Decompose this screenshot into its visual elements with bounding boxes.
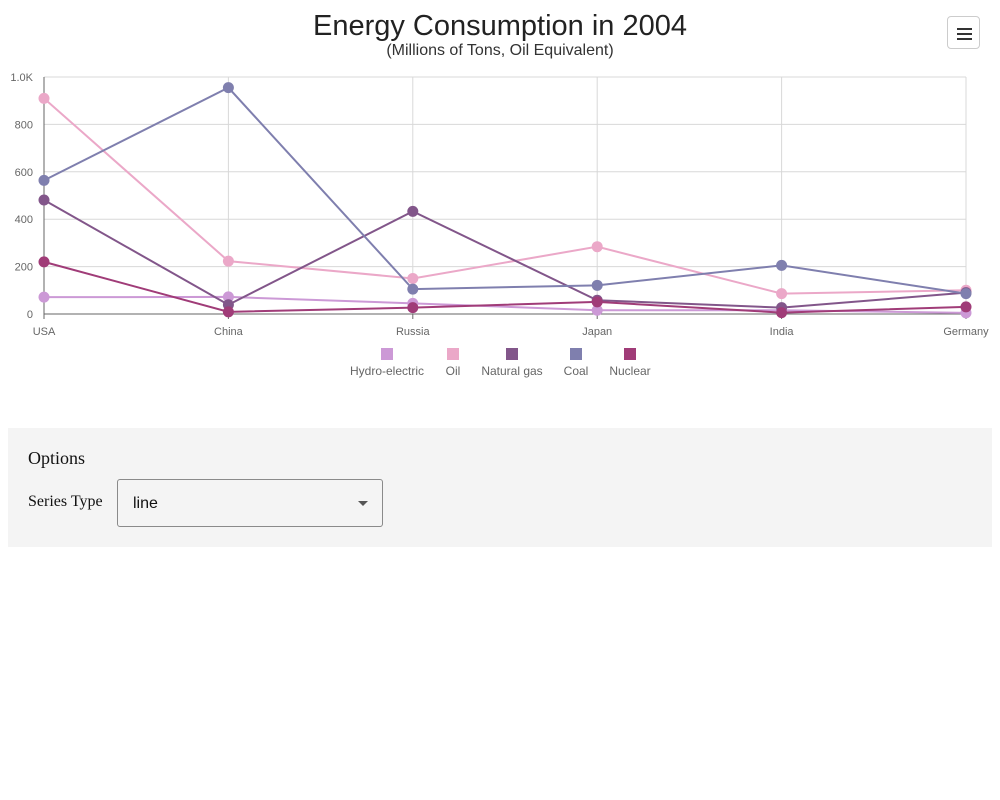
series-line	[43, 97, 967, 295]
data-point[interactable]	[960, 301, 972, 313]
data-point[interactable]	[960, 288, 972, 300]
legend-label[interactable]: Oil	[446, 364, 461, 378]
y-tick-label: 0	[27, 309, 33, 321]
data-point[interactable]	[407, 272, 419, 284]
data-point[interactable]	[591, 296, 603, 308]
chart-title: Energy Consumption in 2004	[312, 10, 687, 42]
data-point[interactable]	[222, 82, 234, 94]
y-tick-label: 600	[15, 167, 33, 179]
series-type-label: Series Type	[28, 493, 103, 510]
x-tick-label: Germany	[943, 326, 989, 338]
data-point[interactable]	[38, 256, 50, 268]
data-point[interactable]	[38, 92, 50, 104]
series-line	[43, 260, 967, 314]
data-point[interactable]	[407, 302, 419, 314]
legend-label[interactable]: Hydro-electric	[350, 364, 424, 378]
data-point[interactable]	[591, 241, 603, 253]
series-line	[43, 199, 967, 309]
series-type-select[interactable]: line	[117, 479, 383, 527]
options-panel: Options Series Type line	[8, 428, 992, 547]
legend-swatch[interactable]	[570, 348, 582, 360]
data-point[interactable]	[38, 174, 50, 186]
data-point[interactable]	[776, 307, 788, 319]
x-tick-label: Japan	[582, 326, 612, 338]
chart-menu-button[interactable]	[947, 16, 980, 49]
x-tick-label: China	[214, 326, 244, 338]
data-point[interactable]	[407, 205, 419, 217]
y-tick-label: 400	[15, 214, 33, 226]
data-point[interactable]	[38, 194, 50, 206]
legend-swatch[interactable]	[381, 348, 393, 360]
series-line	[43, 86, 967, 295]
x-tick-label: Russia	[396, 326, 431, 338]
legend-label[interactable]: Nuclear	[609, 364, 650, 378]
data-point[interactable]	[591, 304, 603, 316]
data-point[interactable]	[38, 291, 50, 303]
chevron-down-icon	[358, 501, 368, 506]
line-chart: 0 200 400 600 800 1.0K USA China Russia Japan Indi…	[10, 72, 989, 378]
x-tick-label: India	[770, 326, 795, 338]
data-point[interactable]	[222, 291, 234, 303]
legend-label[interactable]: Natural gas	[481, 364, 542, 378]
legend-swatch[interactable]	[624, 348, 636, 360]
options-title: Options	[28, 448, 86, 468]
data-point[interactable]	[222, 306, 234, 318]
legend-swatch[interactable]	[506, 348, 518, 360]
hamburger-menu-icon	[957, 28, 972, 30]
chart-subtitle: (Millions of Tons, Oil Equivalent)	[386, 42, 614, 59]
data-point[interactable]	[222, 255, 234, 267]
data-point[interactable]	[776, 259, 788, 271]
series-type-value: line	[133, 495, 158, 512]
legend-label[interactable]: Coal	[564, 364, 589, 378]
data-point[interactable]	[776, 288, 788, 300]
y-tick-label: 200	[15, 262, 33, 274]
data-point[interactable]	[591, 279, 603, 291]
data-point[interactable]	[407, 283, 419, 295]
x-tick-label: USA	[33, 326, 56, 338]
y-tick-label: 800	[15, 119, 33, 131]
legend-swatch[interactable]	[447, 348, 459, 360]
y-tick-label: 1.0K	[10, 72, 33, 84]
